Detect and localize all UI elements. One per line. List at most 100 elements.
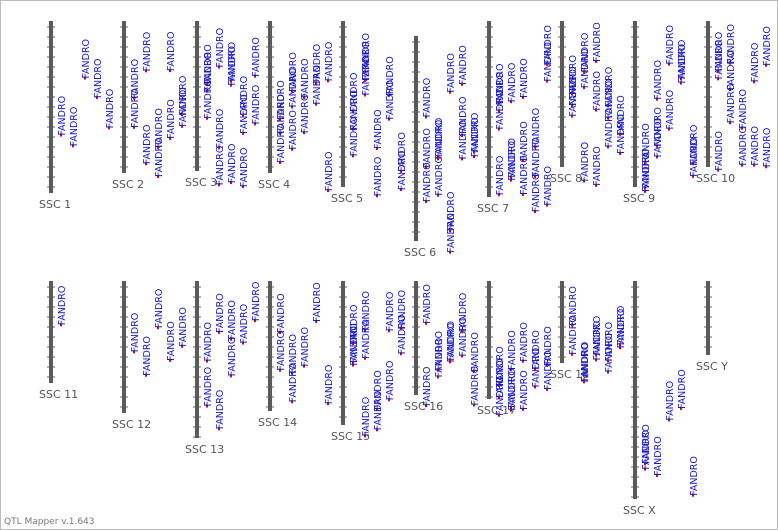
chromosome-label: SSC 10 (696, 172, 735, 185)
qtl-marker (291, 371, 293, 375)
qtl-marker (461, 354, 463, 358)
qtl-marker (619, 132, 621, 136)
chromosome: SSC 6 (404, 36, 436, 259)
qtl-label: FANDRO (750, 43, 761, 83)
qtl-marker (473, 369, 475, 373)
qtl-label: FANDRO (215, 146, 226, 186)
qtl-marker (498, 109, 500, 113)
qtl-marker (656, 155, 658, 159)
qtl-marker (668, 418, 670, 422)
qtl-marker (619, 346, 621, 350)
chromosome: SSC 1 (39, 21, 71, 211)
qtl-label: FANDRO (349, 305, 360, 345)
chromosome: SSC 8 (550, 21, 582, 185)
qtl-label: FANDRO (653, 118, 664, 158)
qtl-label: FANDRO (373, 109, 384, 149)
qtl-marker (218, 427, 220, 431)
qtl-label: FANDRO (689, 456, 700, 496)
qtl-marker (461, 330, 463, 334)
qtl-label: FANDRO (507, 368, 518, 408)
qtl-marker (656, 144, 658, 148)
qtl-label: FANDRO (288, 68, 299, 108)
qtl-label: FANDRO (422, 162, 433, 202)
qtl-label: FANDRO (507, 371, 518, 411)
qtl-marker (522, 158, 524, 162)
qtl-marker (400, 327, 402, 331)
qtl-marker (327, 79, 329, 83)
qtl-marker (583, 86, 585, 90)
qtl-label: FANDRO (665, 25, 676, 65)
chromosome: SSC 10 (696, 21, 735, 185)
qtl-label: FANDRO (446, 53, 457, 93)
qtl-marker (388, 93, 390, 97)
qtl-marker (279, 368, 281, 372)
qtl-marker (400, 169, 402, 173)
qtl-label: FANDRO (665, 381, 676, 421)
chromosome-label: SSC 8 (550, 172, 582, 185)
qtl-marker (157, 326, 159, 330)
qtl-marker (692, 493, 694, 497)
qtl-label: FANDRO (689, 137, 700, 177)
qtl-marker (376, 147, 378, 151)
chromosome-label: SSC 16 (404, 400, 443, 413)
qtl-label: FANDRO (434, 118, 445, 158)
qtl-label: FANDRO (470, 113, 481, 153)
qtl-marker (571, 92, 573, 96)
qtl-marker (315, 81, 317, 85)
qtl-label: FANDRO (604, 67, 615, 107)
qtl-label: FANDRO (507, 138, 518, 178)
qtl-label: FANDRO (580, 33, 591, 73)
qtl-label: FANDRO (568, 315, 579, 355)
qtl-label: FANDRO (203, 79, 214, 119)
qtl-label: FANDRO (580, 142, 591, 182)
qtl-label: FANDRO (251, 282, 262, 322)
qtl-label: FANDRO (397, 315, 408, 355)
qtl-label: FANDRO (349, 73, 360, 113)
qtl-marker (425, 404, 427, 408)
qtl-marker (510, 408, 512, 412)
qtl-label: FANDRO (361, 56, 372, 96)
qtl-marker (595, 183, 597, 187)
qtl-marker (437, 368, 439, 372)
qtl-label: FANDRO (762, 128, 773, 168)
qtl-marker (595, 108, 597, 112)
qtl-marker (242, 113, 244, 117)
qtl-label: FANDRO (543, 166, 554, 206)
qtl-label: FANDRO (592, 321, 603, 361)
qtl-marker (741, 126, 743, 130)
qtl-label: FANDRO (641, 424, 652, 464)
chromosome-label: SSC 2 (112, 178, 144, 191)
qtl-label: FANDRO (385, 56, 396, 96)
qtl-label: FANDRO (166, 99, 177, 139)
qtl-marker (169, 69, 171, 73)
qtl-label: FANDRO (495, 90, 506, 130)
qtl-label: FANDRO (203, 52, 214, 92)
qtl-marker (644, 186, 646, 190)
qtl-label: FANDRO (178, 76, 189, 116)
qtl-label: FANDRO (531, 137, 542, 177)
qtl-label: FANDRO (726, 84, 737, 124)
qtl-label: FANDRO (105, 89, 116, 129)
chromosome: SSC 14 (258, 281, 297, 429)
qtl-label: FANDRO (641, 430, 652, 470)
qtl-marker (765, 165, 767, 169)
qtl-marker (400, 188, 402, 192)
qtl-label: FANDRO (446, 192, 457, 232)
qtl-marker (364, 93, 366, 97)
chromosome: SSC X (623, 281, 656, 517)
qtl-label: FANDRO (397, 132, 408, 172)
qtl-label: FANDRO (495, 72, 506, 112)
qtl-marker (376, 407, 378, 411)
qtl-label: FANDRO (276, 293, 287, 333)
qtl-label: FANDRO (227, 46, 238, 86)
qtl-label: FANDRO (531, 348, 542, 388)
qtl-marker (522, 95, 524, 99)
qtl-marker (437, 193, 439, 197)
qtl-label: FANDRO (227, 300, 238, 340)
qtl-marker (218, 183, 220, 187)
qtl-label: FANDRO (434, 331, 445, 371)
qtl-marker (729, 61, 731, 65)
qtl-marker (84, 76, 86, 80)
qtl-marker (145, 162, 147, 166)
qtl-marker (303, 96, 305, 100)
